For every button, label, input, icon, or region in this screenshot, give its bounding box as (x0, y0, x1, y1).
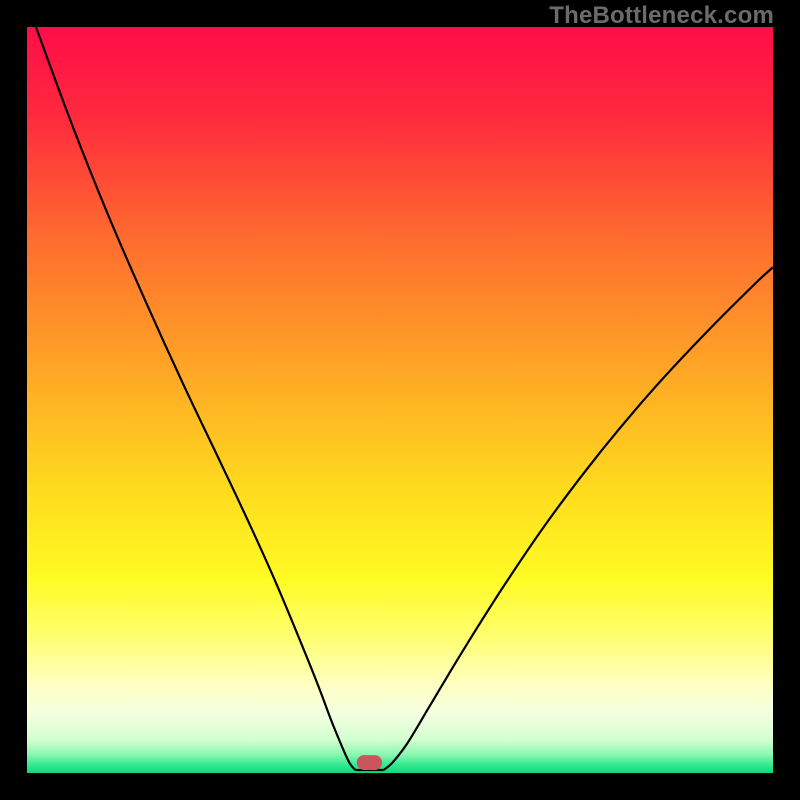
plot-background (27, 27, 773, 773)
bottleneck-chart (0, 0, 800, 800)
watermark-text: TheBottleneck.com (549, 2, 774, 30)
optimal-marker (357, 755, 382, 770)
